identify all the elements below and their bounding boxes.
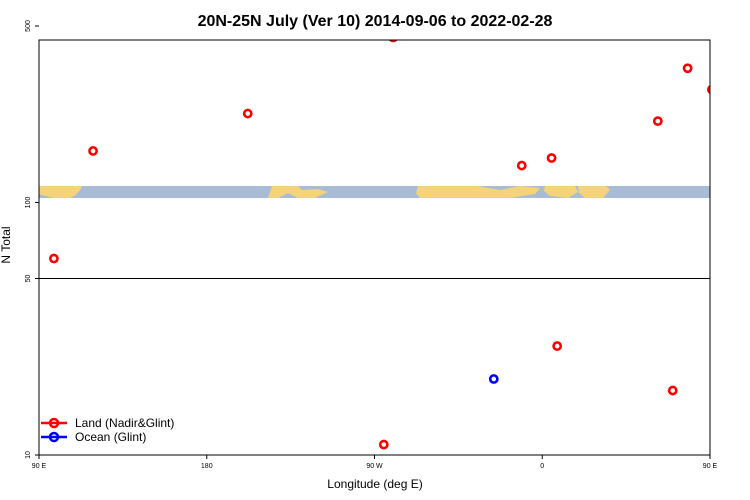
land-point xyxy=(734,154,741,161)
x-tick-label: 180 xyxy=(201,463,213,470)
map-land-africa xyxy=(416,186,540,198)
plot-frame xyxy=(38,39,711,456)
y-tick-label: 500 xyxy=(25,20,32,32)
land-point xyxy=(682,63,693,74)
land-point xyxy=(652,116,663,127)
legend-land-marker xyxy=(48,417,60,429)
land-point xyxy=(242,108,253,119)
land-point xyxy=(706,85,710,95)
map-land-arabia xyxy=(544,186,578,198)
map-land-india xyxy=(578,186,610,198)
legend-land-label: Land (Nadir&Glint) xyxy=(75,416,174,430)
legend-ocean-label: Ocean (Glint) xyxy=(75,430,146,444)
x-tick-label: 90 W xyxy=(366,463,383,470)
land-point xyxy=(388,40,398,43)
y-axis-label: N Total xyxy=(0,226,13,263)
x-axis-label: Longitude (deg E) xyxy=(327,477,422,491)
y-tick-label: 100 xyxy=(25,197,32,209)
land-point xyxy=(88,146,98,156)
chart-title: 20N-25N July (Ver 10) 2014-09-06 to 2022… xyxy=(198,13,553,30)
y-tick-label: 50 xyxy=(25,275,32,283)
map-ocean-band xyxy=(39,186,710,198)
land-point xyxy=(746,55,750,62)
land-point xyxy=(667,385,678,396)
legend: Land (Nadir&Glint) Ocean (Glint) xyxy=(41,416,174,444)
land-point xyxy=(552,341,563,351)
world-map-strip xyxy=(39,186,710,198)
land-point xyxy=(399,0,406,6)
land-point xyxy=(378,439,389,450)
land-point xyxy=(725,10,732,17)
x-tick-label: 90 E xyxy=(32,463,47,470)
x-tick-label: 90 E xyxy=(703,463,718,470)
legend-ocean-marker xyxy=(48,431,60,443)
map-land-americas xyxy=(268,186,328,198)
ocean-point xyxy=(65,12,72,19)
y-tick-label: 10 xyxy=(25,451,32,459)
land-point xyxy=(516,160,527,171)
land-point xyxy=(546,153,557,163)
land-point xyxy=(49,253,59,264)
map-land-asia xyxy=(39,186,82,198)
land-point xyxy=(37,8,44,15)
x-tick-label: 0 xyxy=(540,463,544,470)
ocean-point xyxy=(488,374,499,384)
